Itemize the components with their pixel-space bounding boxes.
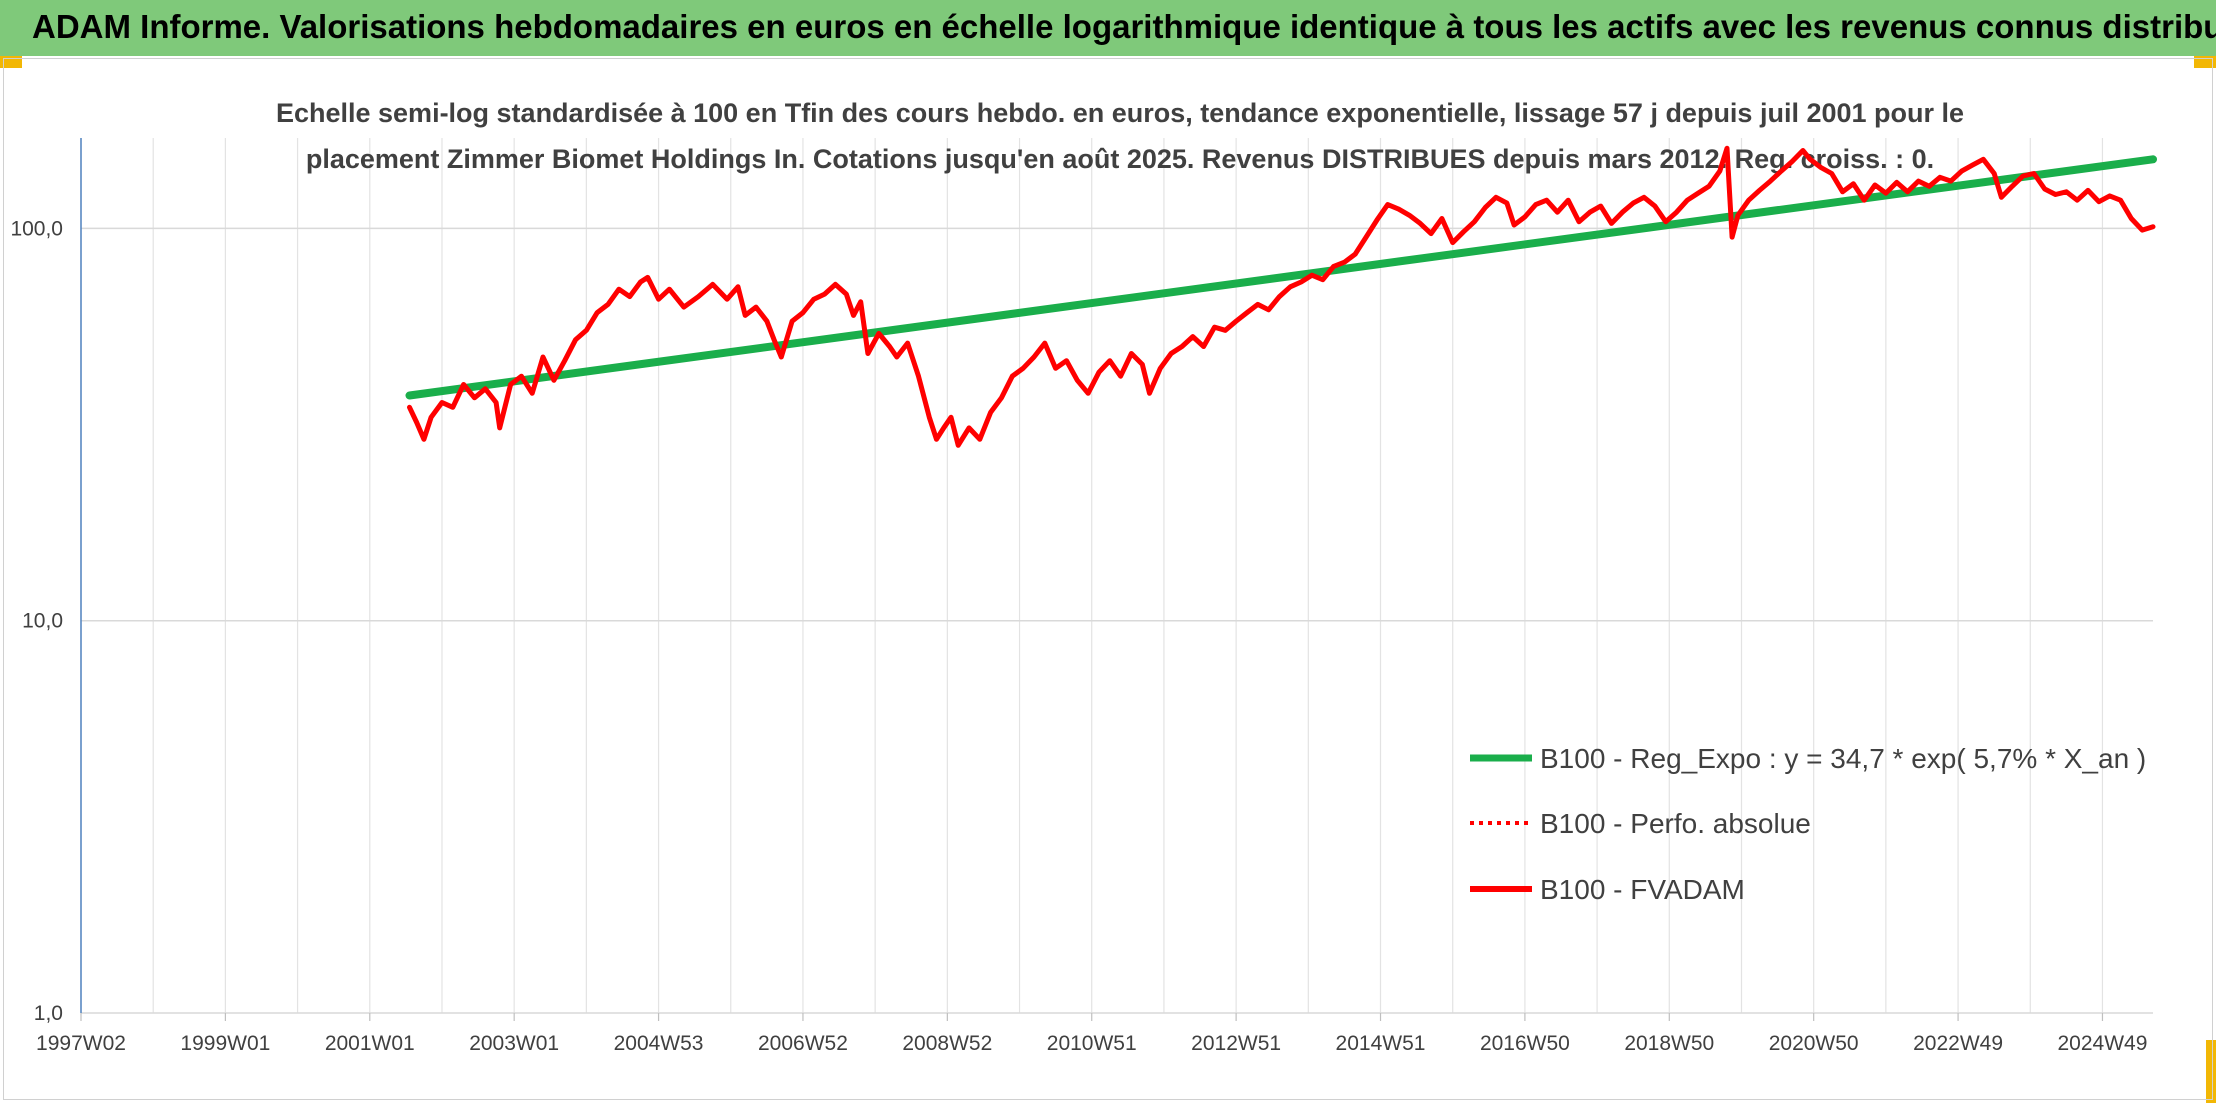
x-tick-label: 2008W52 — [902, 1032, 992, 1055]
x-tick-label: 2010W51 — [1047, 1032, 1137, 1055]
x-tick-label: 2016W50 — [1480, 1032, 1570, 1055]
legend-label-trend: B100 - Reg_Expo : y = 34,7 * exp( 5,7% *… — [1540, 743, 2146, 774]
x-tick-label: 2004W53 — [614, 1032, 704, 1055]
y-tick-label: 100,0 — [10, 217, 63, 240]
x-tick-label: 2006W52 — [758, 1032, 848, 1055]
x-tick-label: 2020W50 — [1769, 1032, 1859, 1055]
series-line-fvadam — [407, 145, 2156, 448]
horizontal-gridlines — [81, 227, 2153, 1014]
y-tick-label: 1,0 — [34, 1002, 63, 1025]
x-axis-ticks: 1997W02 1999W01 2001W01 2003W01 2004W53 2006W… — [36, 1013, 2147, 1055]
accent-corner-right — [2194, 56, 2216, 68]
accent-corner-left — [0, 56, 22, 68]
x-tick-label: 1997W02 — [36, 1032, 126, 1055]
chart-title: Echelle semi-log standardisée à 100 en T… — [276, 98, 1964, 174]
chart-frame — [3, 58, 2213, 1100]
series-layer — [405, 145, 2157, 448]
legend: B100 - Reg_Expo : y = 34,7 * exp( 5,7% *… — [1470, 743, 2146, 905]
page-title: ADAM Informe. Valorisations hebdomadaire… — [32, 8, 2216, 45]
x-tick-label: 2012W51 — [1191, 1032, 1281, 1055]
legend-label-fvadam: B100 - FVADAM — [1540, 874, 1745, 905]
vertical-gridlines — [152, 138, 2104, 1013]
chart-title-line-2: placement Zimmer Biomet Holdings In. Cot… — [306, 144, 1934, 174]
x-tick-label: 2018W50 — [1624, 1032, 1714, 1055]
x-tick-label: 2003W01 — [469, 1032, 559, 1055]
x-tick-label: 2001W01 — [325, 1032, 415, 1055]
y-tick-label: 10,0 — [22, 610, 63, 633]
chart-title-line-1: Echelle semi-log standardisée à 100 en T… — [276, 98, 1964, 128]
x-tick-label: 2022W49 — [1913, 1032, 2003, 1055]
accent-edge-right — [2206, 1040, 2216, 1103]
legend-label-perfo: B100 - Perfo. absolue — [1540, 808, 1811, 839]
series-line-reg-expo — [405, 155, 2157, 400]
x-tick-label: 2024W49 — [2058, 1032, 2148, 1055]
x-tick-label: 2014W51 — [1336, 1032, 1426, 1055]
header-banner: ADAM Informe. Valorisations hebdomadaire… — [0, 0, 2216, 56]
x-tick-label: 1999W01 — [180, 1032, 270, 1055]
y-axis-ticks: 1,0 10,0 100,0 — [10, 217, 63, 1025]
